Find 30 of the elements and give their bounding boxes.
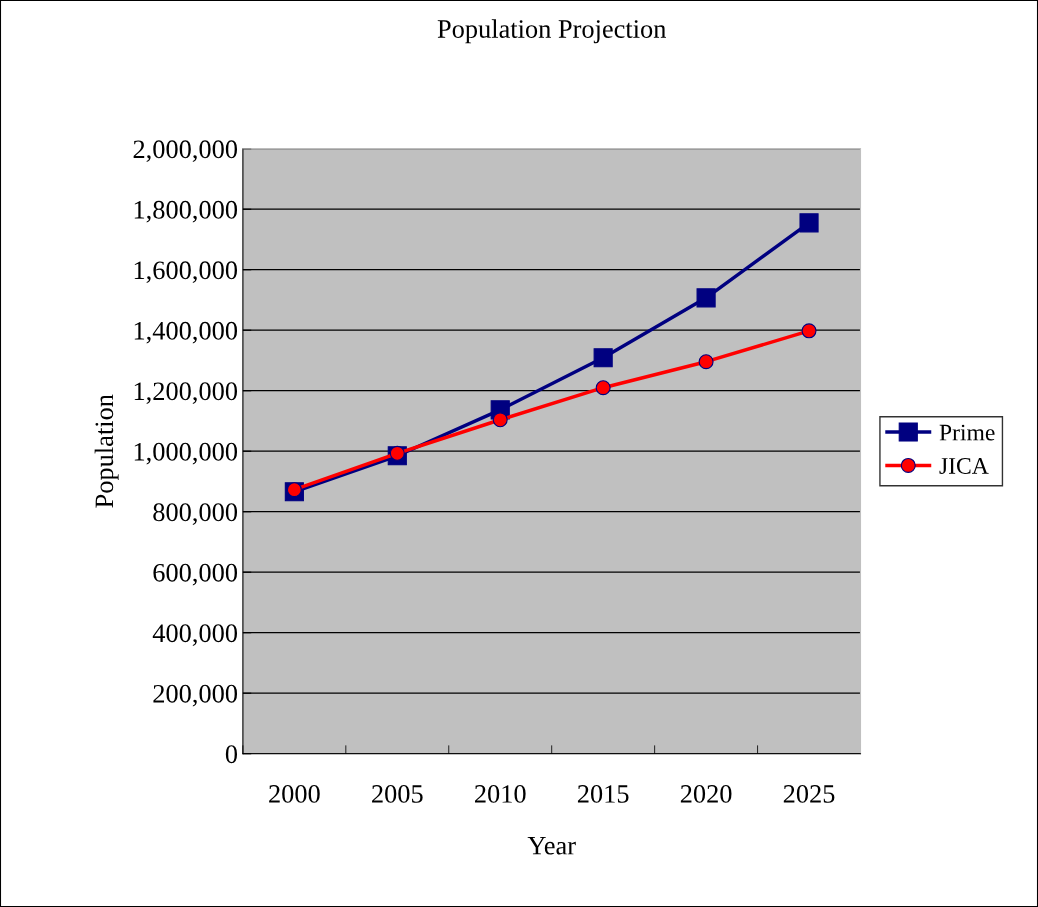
y-axis-title: Population	[94, 394, 119, 508]
x-tick-label: 2020	[680, 785, 732, 803]
y-tick-label: 2,000,000	[133, 140, 238, 162]
x-axis-title: Year	[527, 837, 576, 855]
legend-label: Prime	[939, 424, 995, 441]
y-tick-label: 1,200,000	[134, 382, 238, 404]
point	[595, 380, 611, 396]
point	[698, 354, 714, 370]
x-tick-label: 2005	[372, 785, 423, 803]
y-tick-label: 1,800,000	[134, 200, 238, 223]
point	[799, 213, 819, 233]
y-tick-label: 1,600,000	[134, 261, 238, 283]
y-tick-label: 800,000	[153, 503, 238, 525]
point	[696, 288, 716, 308]
legend-label: JICA	[939, 458, 989, 474]
x-tick-label: 2000	[269, 785, 320, 803]
y-tick-label: 0	[225, 745, 238, 764]
y-tick-label: 400,000	[152, 624, 238, 646]
y-tick-label: 1,400,000	[134, 321, 238, 344]
x-tick-label: 2010	[475, 785, 526, 803]
x-tick-label: 2025	[783, 785, 835, 803]
y-tick-label: 200,000	[153, 684, 238, 707]
x-tick-label: 2015	[577, 785, 629, 803]
y-tick-label: 1,000,000	[134, 442, 238, 465]
point	[593, 348, 613, 368]
chart-title: Population Projection	[437, 19, 667, 44]
y-tick-label: 600,000	[153, 563, 238, 586]
point	[492, 412, 508, 428]
point	[801, 323, 817, 339]
point	[389, 445, 405, 461]
